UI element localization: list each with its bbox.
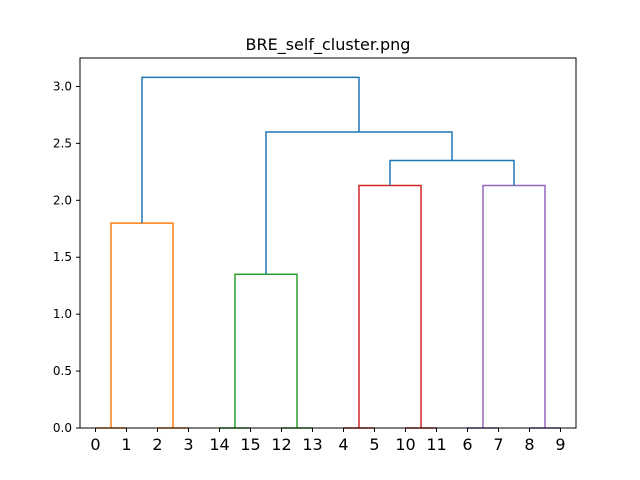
plot-frame — [79, 57, 577, 429]
leaf-label: 8 — [524, 435, 534, 454]
dendrogram-link-8 — [358, 184, 422, 428]
y-tick-label: 3.0 — [53, 79, 72, 93]
x-axis: 0 1 2 3 14 15 12 13 4 5 10 11 6 7 8 9 — [90, 428, 566, 454]
y-tick-label: 1.5 — [53, 250, 72, 264]
leaf-label: 5 — [369, 435, 379, 454]
y-tick-label: 0.0 — [53, 421, 72, 435]
leaf-label: 10 — [395, 435, 415, 454]
dendrogram-links — [95, 76, 561, 429]
y-tick-label: 1.0 — [53, 307, 72, 321]
y-tick-label: 2.0 — [53, 193, 72, 207]
y-axis: 0.0 0.5 1.0 1.5 2.0 2.5 3.0 — [53, 79, 80, 435]
dendrogram-link-5 — [234, 273, 298, 428]
leaf-label: 12 — [271, 435, 291, 454]
leaf-label: 6 — [462, 435, 472, 454]
leaf-label: 14 — [209, 435, 229, 454]
leaf-label: 13 — [302, 435, 322, 454]
leaf-label: 4 — [338, 435, 348, 454]
leaf-label: 7 — [493, 435, 503, 454]
leaf-label: 2 — [152, 435, 162, 454]
chart-title: BRE_self_cluster.png — [246, 35, 411, 55]
dendrogram-link-12 — [389, 159, 515, 186]
leaf-label: 0 — [90, 435, 100, 454]
leaf-label: 11 — [426, 435, 446, 454]
leaf-label: 1 — [121, 435, 131, 454]
dendrogram-link-14 — [141, 76, 360, 224]
y-tick-label: 2.5 — [53, 136, 72, 150]
dendrogram-link-2 — [110, 222, 174, 428]
dendrogram-link-11 — [482, 184, 546, 428]
y-tick-label: 0.5 — [53, 364, 72, 378]
leaf-label: 15 — [240, 435, 260, 454]
leaf-label: 3 — [183, 435, 193, 454]
leaf-label: 9 — [555, 435, 565, 454]
